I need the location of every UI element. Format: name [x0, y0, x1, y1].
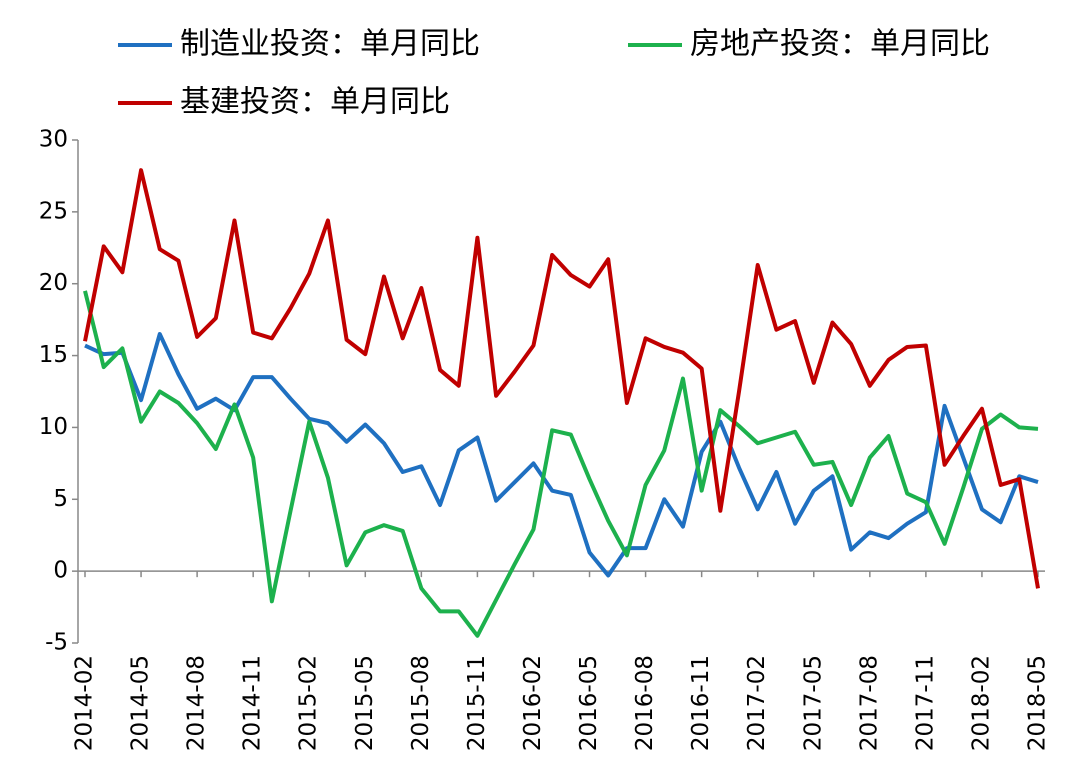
x-tick-label: 2017-11: [912, 655, 938, 751]
y-tick-label: 0: [53, 558, 68, 584]
x-tick-label: 2016-11: [688, 655, 714, 751]
x-tick-label: 2016-08: [632, 655, 658, 751]
y-tick-label: 15: [39, 342, 68, 368]
x-tick-label: 2014-02: [72, 655, 98, 751]
x-tick-label: 2015-05: [352, 655, 378, 751]
y-tick-label: 25: [39, 198, 68, 224]
series-line: [83, 290, 1039, 638]
x-tick-label: 2014-11: [240, 655, 266, 751]
x-tick-label: 2018-02: [968, 655, 994, 751]
x-tick-label: 2017-02: [744, 655, 770, 751]
x-tick-label: 2018-05: [1025, 655, 1051, 751]
legend-label: 制造业投资：单月同比: [180, 27, 480, 62]
y-tick-label: 30: [39, 127, 68, 153]
y-tick-label: 20: [39, 270, 68, 296]
x-tick-label: 2014-08: [184, 655, 210, 751]
x-tick-label: 2017-08: [856, 655, 882, 751]
legend-label: 房地产投资：单月同比: [690, 27, 990, 62]
x-tick-label: 2016-02: [520, 655, 546, 751]
x-tick-label: 2014-05: [128, 655, 154, 751]
x-tick-label: 2015-08: [408, 655, 434, 751]
x-tick-label: 2016-05: [576, 655, 602, 751]
y-tick-label: -5: [45, 630, 68, 656]
series-line: [84, 332, 1039, 578]
x-tick-label: 2017-05: [800, 655, 826, 751]
legend-label: 基建投资：单月同比: [180, 85, 450, 120]
y-tick-label: 5: [53, 486, 68, 512]
y-tick-label: 10: [39, 414, 68, 440]
x-tick-label: 2015-11: [464, 655, 490, 751]
series-line: [83, 168, 1040, 589]
x-tick-label: 2015-02: [296, 655, 322, 751]
